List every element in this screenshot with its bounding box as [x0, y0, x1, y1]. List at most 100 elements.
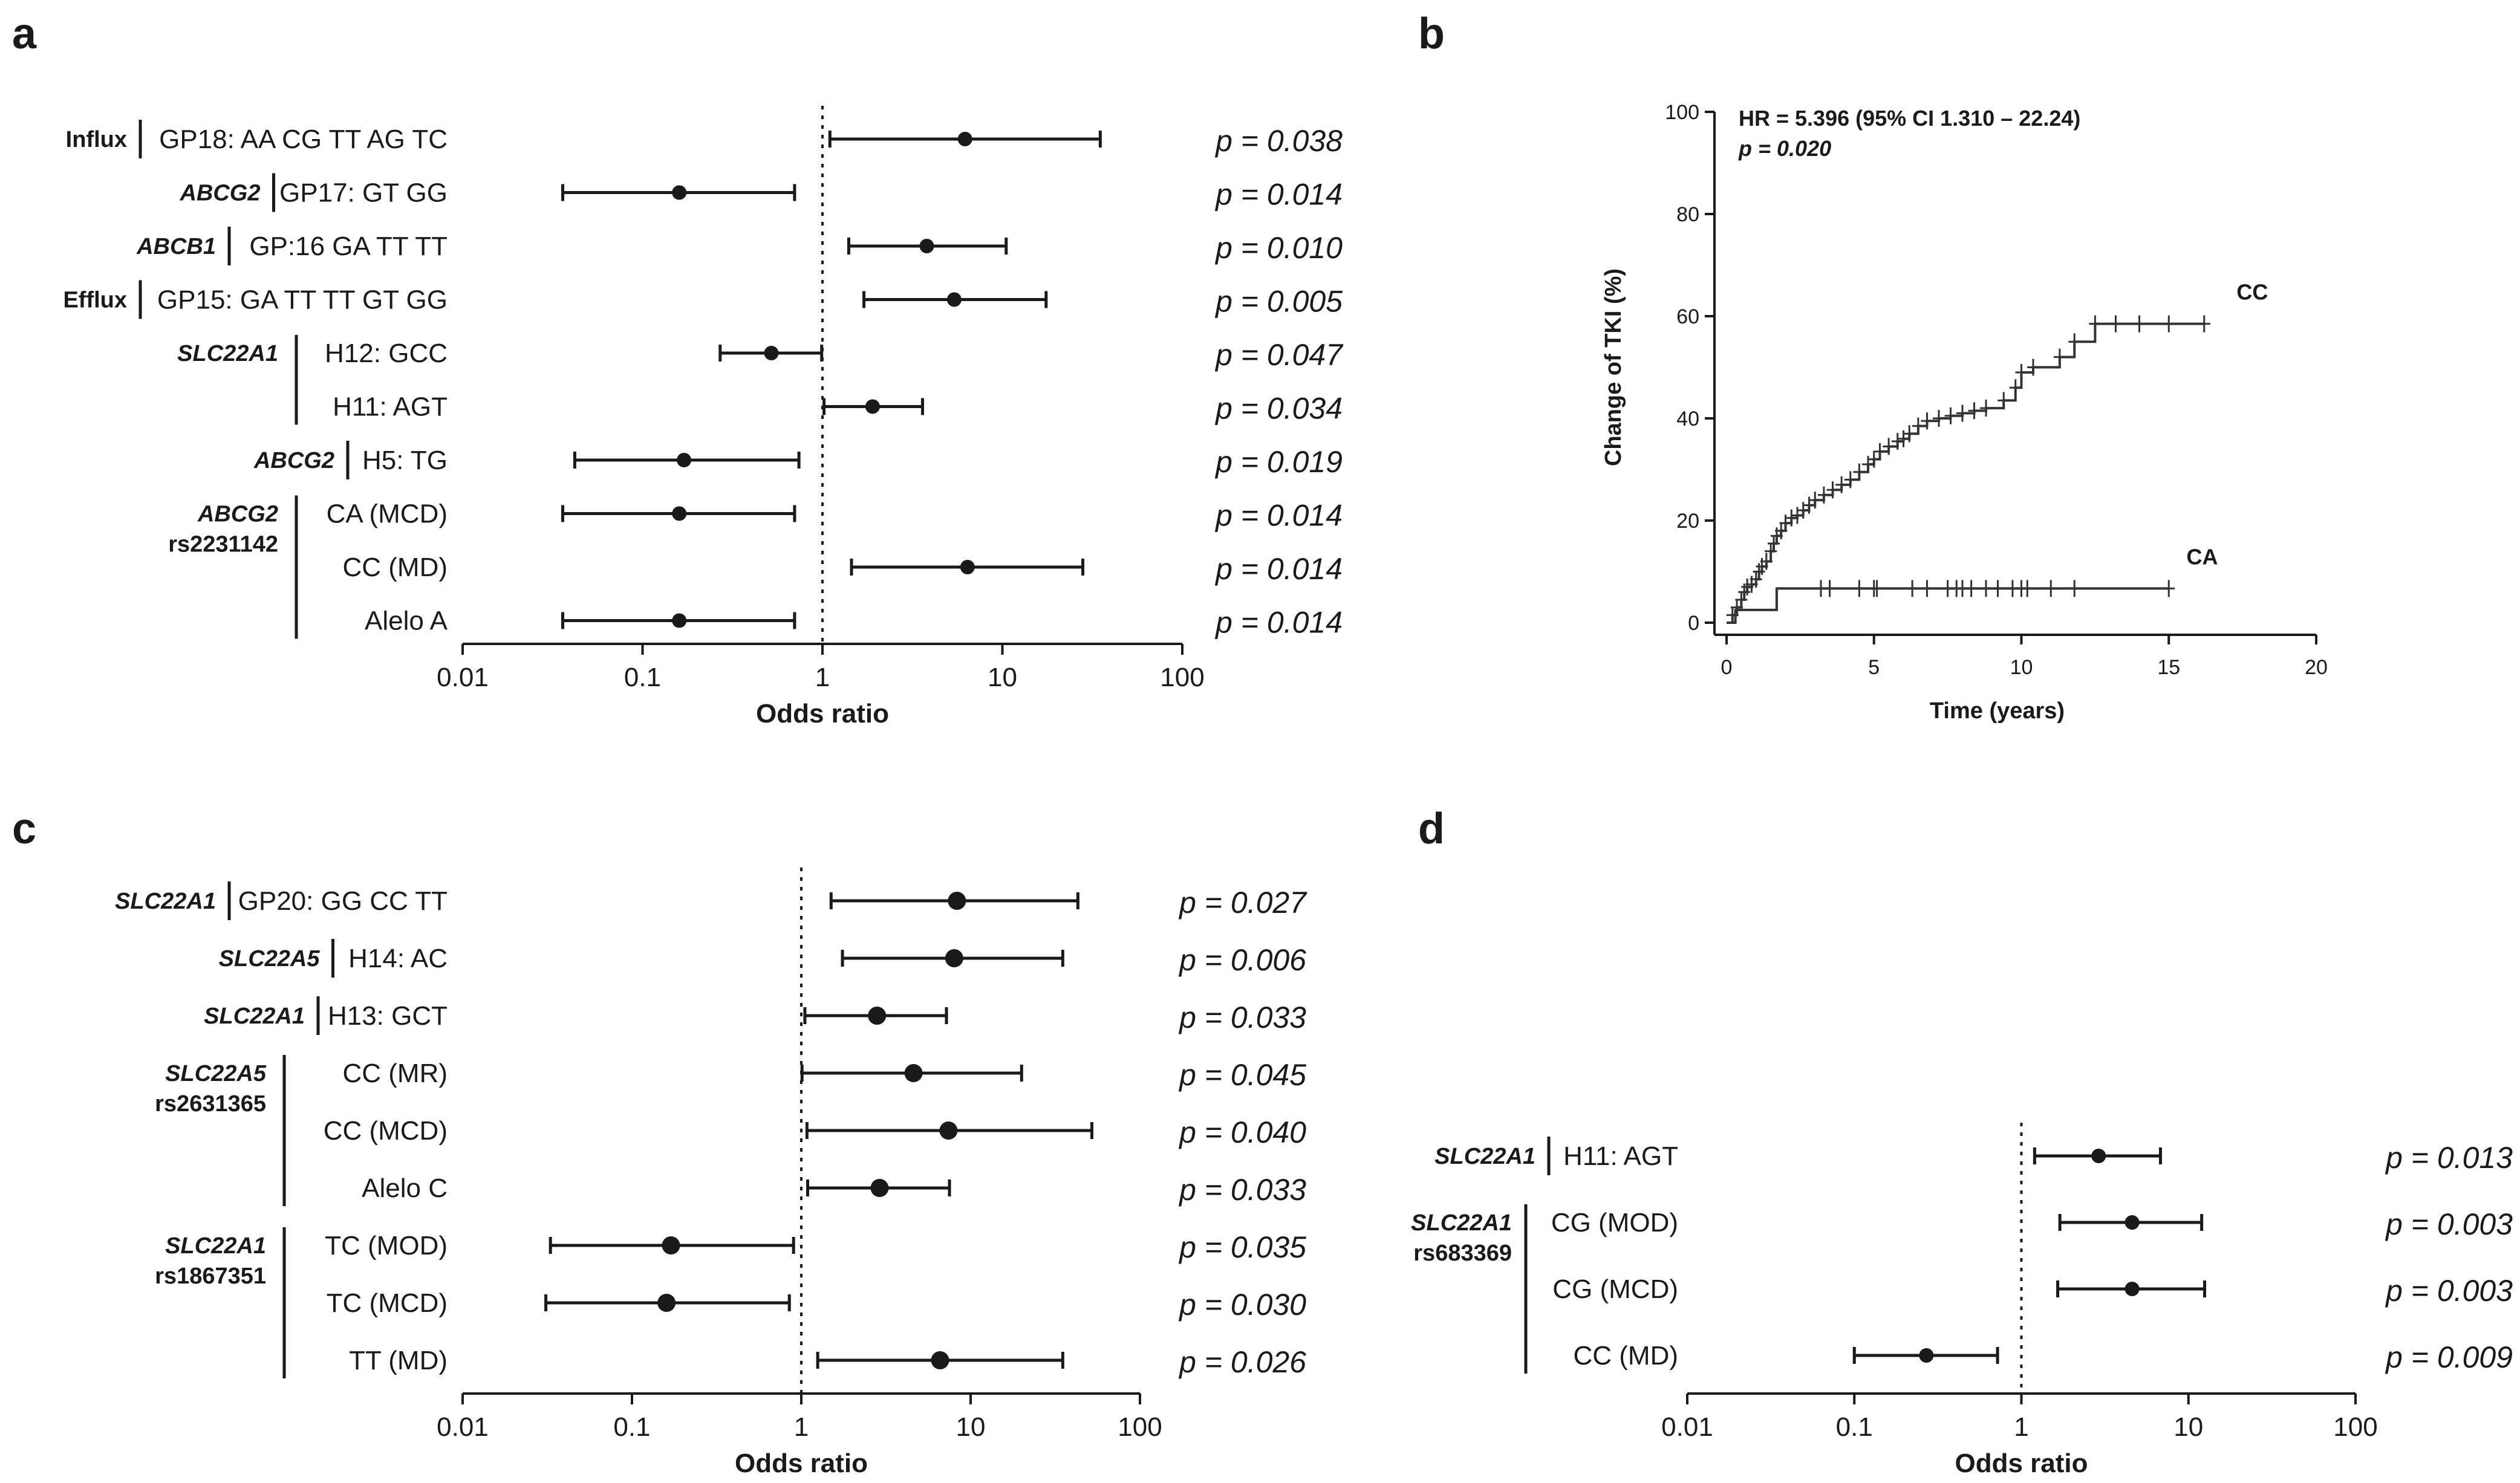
row-label: GP15: GA TT TT GT GG — [157, 285, 448, 315]
odds-ratio-point — [948, 892, 966, 910]
odds-ratio-point — [672, 185, 687, 200]
row-label: H11: AGT — [1563, 1141, 1678, 1171]
row-label: GP18: AA CG TT AG TC — [159, 125, 448, 154]
row-label: CC (MCD) — [324, 1116, 448, 1146]
p-value-label: p = 0.035 — [1178, 1230, 1306, 1264]
group-label: ABCG2 — [253, 448, 334, 473]
row-label: CC (MD) — [1573, 1341, 1678, 1371]
km-series-label-CC: CC — [2236, 280, 2268, 305]
odds-ratio-point — [2091, 1149, 2106, 1163]
p-value-label: p = 0.010 — [1214, 231, 1343, 265]
p-value-label: p = 0.040 — [1178, 1115, 1306, 1149]
odds-ratio-point — [931, 1351, 949, 1369]
odds-ratio-point — [677, 453, 692, 467]
odds-ratio-point — [945, 949, 963, 967]
odds-ratio-point — [2124, 1215, 2140, 1230]
km-curve-CA — [1727, 587, 2169, 624]
p-value-label: p = 0.026 — [1178, 1345, 1306, 1379]
p-value-label: p = 0.014 — [1214, 178, 1343, 212]
group-label: SLC22A5 — [219, 946, 321, 972]
forest-plot-panel-a: 0.01 0.1 1 10 100 Odds ratio GP18: AA CG TT AG… — [63, 106, 1344, 729]
p-value-label: p = 0.014 — [1214, 552, 1343, 586]
x-tick-label: 1 — [815, 663, 830, 692]
panel-letter-b: b — [1418, 10, 1445, 58]
group-label: SLC22A1 — [115, 889, 216, 914]
odds-ratio-point — [946, 292, 962, 307]
row-label: H12: GCC — [325, 339, 448, 368]
row-label: GP20: GG CC TT — [238, 886, 448, 916]
x-tick-label: 0.01 — [437, 663, 489, 692]
km-x-tick-label: 10 — [2010, 656, 2033, 679]
x-tick-label: 1 — [794, 1412, 809, 1442]
x-axis-title: Odds ratio — [756, 699, 889, 729]
p-value-label: p = 0.045 — [1178, 1058, 1306, 1092]
group-label: ABCG2 — [179, 181, 260, 206]
p-value-label: p = 0.033 — [1178, 1173, 1306, 1207]
km-y-tick-label: 20 — [1676, 510, 1699, 533]
p-value-label: p = 0.009 — [2385, 1340, 2513, 1374]
x-tick-label: 10 — [956, 1412, 986, 1442]
odds-ratio-point — [1919, 1348, 1934, 1363]
km-y-tick-label: 100 — [1665, 101, 1699, 124]
group-label: SLC22A1 — [1434, 1144, 1535, 1169]
km-p-value: p = 0.020 — [1738, 136, 1831, 161]
km-hazard-ratio: HR = 5.396 (95% CI 1.310 – 22.24) — [1739, 106, 2080, 131]
odds-ratio-point — [904, 1064, 923, 1082]
x-tick-label: 0.01 — [437, 1412, 489, 1442]
row-label: Alelo C — [362, 1173, 448, 1203]
x-tick-label: 1 — [2014, 1412, 2028, 1442]
km-series-label-CA: CA — [2187, 544, 2218, 569]
group-label: SLC22A1 — [204, 1004, 305, 1029]
p-value-label: p = 0.005 — [1214, 285, 1343, 319]
group-label: SLC22A1 — [177, 341, 278, 366]
x-tick-label: 0.1 — [1836, 1412, 1873, 1442]
row-label: H5: TG — [362, 446, 448, 475]
group-label: SLC22A1 — [1411, 1210, 1512, 1236]
p-value-label: p = 0.013 — [2385, 1141, 2513, 1175]
km-x-tick-label: 20 — [2305, 656, 2328, 679]
row-label: GP17: GT GG — [279, 178, 448, 208]
group-label: SLC22A5 — [165, 1061, 267, 1086]
row-label: GP:16 GA TT TT — [249, 232, 448, 261]
x-axis-title: Odds ratio — [735, 1449, 868, 1478]
odds-ratio-point — [764, 346, 779, 360]
odds-ratio-point — [868, 1007, 887, 1025]
x-tick-label: 100 — [2333, 1412, 2377, 1442]
forest-plot-panel-d: 0.01 0.1 1 10 100 Odds ratio H11: AGT p = 0.013… — [1411, 1123, 2513, 1478]
odds-ratio-point — [957, 132, 972, 146]
group-label: ABCB1 — [136, 234, 216, 259]
p-value-label: p = 0.033 — [1178, 1001, 1306, 1034]
row-label: TC (MOD) — [325, 1231, 448, 1261]
odds-ratio-point — [939, 1121, 958, 1140]
x-tick-label: 0.01 — [1661, 1412, 1713, 1442]
km-y-tick-label: 40 — [1676, 407, 1699, 430]
p-value-label: p = 0.019 — [1214, 445, 1343, 479]
x-axis-title: Odds ratio — [1955, 1449, 2088, 1478]
row-label: H13: GCT — [328, 1001, 448, 1031]
p-value-label: p = 0.047 — [1214, 338, 1344, 372]
group-label: rs683369 — [1413, 1241, 1512, 1266]
odds-ratio-point — [657, 1294, 676, 1312]
row-label: TC (MCD) — [327, 1288, 448, 1318]
km-y-tick-label: 60 — [1676, 305, 1699, 328]
x-tick-label: 100 — [1160, 663, 1204, 692]
p-value-label: p = 0.038 — [1214, 124, 1343, 158]
group-label: rs1867351 — [155, 1264, 266, 1289]
km-x-tick-label: 0 — [1721, 656, 1733, 679]
p-value-label: p = 0.014 — [1214, 499, 1343, 533]
row-label: H14: AC — [348, 944, 448, 973]
km-y-tick-label: 0 — [1688, 612, 1699, 635]
odds-ratio-point — [662, 1236, 680, 1254]
group-label: Influx — [66, 127, 127, 152]
group-label: rs2631365 — [155, 1091, 266, 1117]
row-label: H11: AGT — [333, 392, 448, 422]
row-label: CG (MOD) — [1551, 1208, 1678, 1238]
x-tick-label: 10 — [2173, 1412, 2203, 1442]
group-label: rs2231142 — [168, 532, 278, 557]
odds-ratio-point — [2124, 1282, 2140, 1296]
forest-plot-panel-c: 0.01 0.1 1 10 100 Odds ratio GP20: GG CC TT p =… — [115, 868, 1307, 1478]
odds-ratio-point — [672, 506, 687, 521]
x-tick-label: 0.1 — [613, 1412, 650, 1442]
row-label: CC (MR) — [342, 1059, 448, 1088]
